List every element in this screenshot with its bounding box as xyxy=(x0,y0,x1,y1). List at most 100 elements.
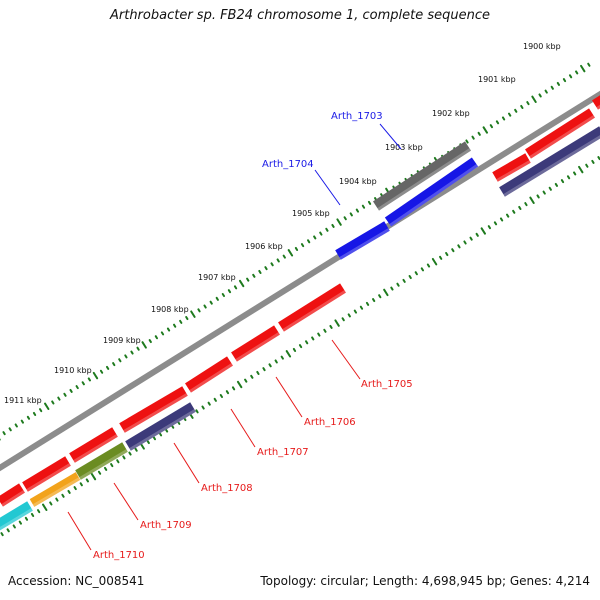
gene-feature-red-highlight xyxy=(235,332,280,362)
gene-label-arth_1709[interactable]: Arth_1709 xyxy=(113,482,192,531)
gene-feature-navy[interactable] xyxy=(499,126,600,197)
ruler-minor-tick xyxy=(258,269,262,274)
gene-feature-red[interactable] xyxy=(231,325,280,362)
ruler-minor-tick xyxy=(32,411,37,416)
ruler-minor-tick xyxy=(426,263,431,268)
ruler-minor-tick xyxy=(0,532,4,537)
ruler-minor-tick xyxy=(268,363,272,368)
ruler-minor-tick xyxy=(591,159,595,164)
ruler-minor-tick xyxy=(130,350,134,355)
ruler-minor-tick xyxy=(536,194,540,199)
gene-feature-red[interactable] xyxy=(525,108,595,159)
ruler-minor-tick xyxy=(203,304,207,309)
gene-label-leader xyxy=(173,442,200,484)
gene-label-arth_1707[interactable]: Arth_1707 xyxy=(230,408,309,458)
ruler-minor-tick xyxy=(439,255,443,260)
gene-feature-red-highlight xyxy=(73,434,118,463)
ruler-minor-tick xyxy=(118,358,122,363)
ruler-minor-tick xyxy=(148,339,152,344)
gene-feature-red[interactable] xyxy=(0,483,25,507)
ruler-minor-tick xyxy=(300,243,305,248)
ruler-minor-tick xyxy=(197,308,201,313)
ruler-minor-tick xyxy=(73,486,77,491)
ruler-minor-tick xyxy=(465,139,469,144)
gene-feature-blue[interactable] xyxy=(384,157,479,227)
gene-feature-red[interactable] xyxy=(492,153,531,182)
ruler-major-tick xyxy=(236,380,243,389)
gene-feature-red-highlight xyxy=(282,290,346,332)
ruler-minor-tick xyxy=(355,208,360,213)
gene-feature-orange[interactable] xyxy=(29,472,81,507)
ruler-minor-tick xyxy=(215,296,219,301)
ruler-minor-tick xyxy=(2,431,6,436)
ruler-minor-tick xyxy=(487,225,492,230)
ruler-minor-tick xyxy=(311,336,315,341)
ruler-major-tick xyxy=(431,257,438,266)
gene-feature-red[interactable] xyxy=(278,283,346,332)
ruler-major-tick xyxy=(531,95,537,103)
ruler-minor-tick xyxy=(471,135,475,140)
gene-feature-gray[interactable] xyxy=(372,141,472,211)
ruler-tick-label: 1911 kbp xyxy=(4,396,42,405)
gene-label-arth_1703[interactable]: Arth_1703 xyxy=(331,111,402,150)
ruler-minor-tick xyxy=(518,205,522,210)
ruler-minor-tick xyxy=(30,512,35,517)
gene-feature-olive[interactable] xyxy=(75,442,128,480)
ruler-tick-label: 1905 kbp xyxy=(292,209,330,218)
ruler-minor-tick xyxy=(520,104,524,109)
ruler-minor-tick xyxy=(526,101,530,106)
ruler-minor-tick xyxy=(233,285,238,290)
ruler-minor-tick xyxy=(276,258,280,263)
backbone-line xyxy=(0,90,600,472)
ruler-minor-tick xyxy=(341,317,345,322)
gene-feature-blue-body xyxy=(384,157,479,227)
gene-feature-olive-body xyxy=(75,442,128,480)
ruler-minor-tick xyxy=(106,365,110,370)
ruler-minor-tick xyxy=(154,335,159,340)
gene-feature-red-body xyxy=(0,483,25,507)
ruler-major-tick xyxy=(383,288,389,297)
gene-feature-red-body xyxy=(525,108,595,159)
ruler-minor-tick xyxy=(116,459,120,464)
ruler-minor-tick xyxy=(49,501,53,506)
gene-label-arth_1706[interactable]: Arth_1706 xyxy=(275,376,356,428)
gene-label-arth_1704[interactable]: Arth_1704 xyxy=(262,159,341,206)
gene-feature-navy[interactable] xyxy=(125,402,196,451)
ruler-minor-tick xyxy=(508,112,512,117)
ruler-minor-tick xyxy=(213,397,217,402)
gene-feature-cyan[interactable] xyxy=(0,501,33,534)
ruler-minor-tick xyxy=(414,271,418,276)
gene-feature-red[interactable] xyxy=(69,427,118,463)
gene-label-arth_1705[interactable]: Arth_1705 xyxy=(331,339,413,390)
ruler-minor-tick xyxy=(8,427,12,432)
gene-feature-red[interactable] xyxy=(119,386,188,433)
gene-feature-navy-body xyxy=(499,126,600,197)
gene-feature-red[interactable] xyxy=(22,456,71,492)
ruler-minor-tick xyxy=(270,262,274,267)
ruler-minor-tick xyxy=(587,62,591,67)
gene-feature-red[interactable] xyxy=(592,89,600,110)
gene-feature-blue[interactable] xyxy=(335,221,390,260)
ruler-minor-tick xyxy=(264,266,268,271)
ruler-tick-label: 1909 kbp xyxy=(103,336,141,345)
ruler-minor-tick xyxy=(493,221,498,226)
ruler-minor-tick xyxy=(246,277,250,282)
gene-feature-red[interactable] xyxy=(185,356,233,393)
gene-label-arth_1708[interactable]: Arth_1708 xyxy=(173,442,253,494)
ruler-minor-tick xyxy=(402,278,406,283)
gene-label-text: Arth_1703 xyxy=(331,111,383,122)
ruler-minor-tick xyxy=(538,93,542,98)
gene-label-text: Arth_1707 xyxy=(257,447,309,458)
ruler-minor-tick xyxy=(36,509,41,514)
gene-label-text: Arth_1708 xyxy=(201,483,253,494)
accession-text: Accession: NC_008541 xyxy=(8,574,145,588)
ruler-minor-tick xyxy=(67,489,71,494)
ruler-minor-tick xyxy=(378,294,382,299)
ruler-minor-tick xyxy=(597,156,600,161)
gene-feature-blue-body xyxy=(335,221,390,260)
ruler-minor-tick xyxy=(171,424,175,429)
gene-label-arth_1710[interactable]: Arth_1710 xyxy=(67,511,145,561)
ruler-tick-labels: 1900 kbp 1901 kbp 1902 kbp 1903 kbp 1904 kbp… xyxy=(4,42,561,405)
ruler-major-tick xyxy=(90,472,97,481)
gene-feature-red-highlight xyxy=(596,104,600,110)
